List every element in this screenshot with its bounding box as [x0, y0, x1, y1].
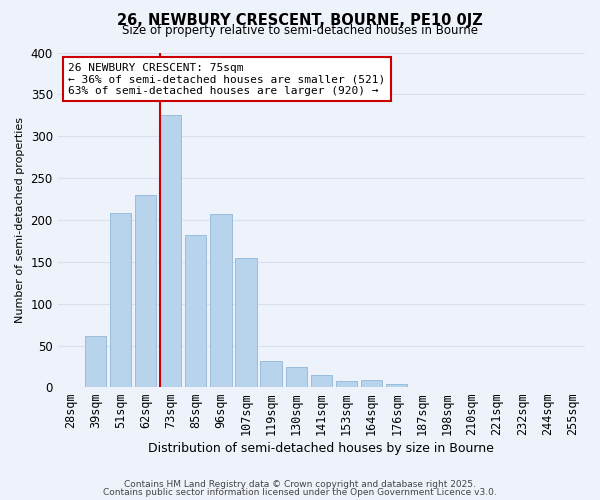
Text: Size of property relative to semi-detached houses in Bourne: Size of property relative to semi-detach…: [122, 24, 478, 37]
Bar: [235, 258, 257, 388]
Text: 26, NEWBURY CRESCENT, BOURNE, PE10 0JZ: 26, NEWBURY CRESCENT, BOURNE, PE10 0JZ: [117, 12, 483, 28]
Text: 26 NEWBURY CRESCENT: 75sqm
← 36% of semi-detached houses are smaller (521)
63% o: 26 NEWBURY CRESCENT: 75sqm ← 36% of semi…: [68, 62, 385, 96]
Bar: [160, 116, 181, 388]
Bar: [536, 386, 558, 388]
X-axis label: Distribution of semi-detached houses by size in Bourne: Distribution of semi-detached houses by …: [148, 442, 494, 455]
Bar: [336, 380, 357, 388]
Bar: [85, 336, 106, 388]
Bar: [386, 384, 407, 388]
Bar: [135, 195, 156, 388]
Text: Contains HM Land Registry data © Crown copyright and database right 2025.: Contains HM Land Registry data © Crown c…: [124, 480, 476, 489]
Bar: [411, 386, 433, 388]
Bar: [286, 368, 307, 388]
Bar: [110, 214, 131, 388]
Bar: [185, 235, 206, 388]
Bar: [210, 214, 232, 388]
Bar: [260, 360, 282, 388]
Text: Contains public sector information licensed under the Open Government Licence v3: Contains public sector information licen…: [103, 488, 497, 497]
Y-axis label: Number of semi-detached properties: Number of semi-detached properties: [15, 117, 25, 323]
Bar: [311, 375, 332, 388]
Bar: [361, 380, 382, 388]
